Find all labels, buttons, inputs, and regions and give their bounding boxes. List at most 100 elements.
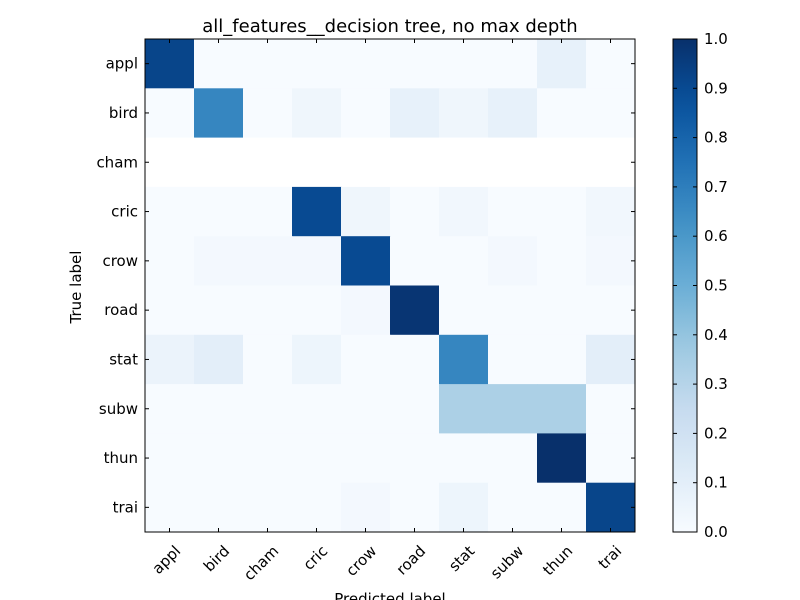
x-tick-label: trai (595, 542, 626, 573)
y-tick-label: bird (109, 104, 138, 122)
heatmap-cell (537, 334, 587, 385)
heatmap-cell (537, 433, 587, 484)
heatmap-cell (292, 137, 342, 188)
heatmap-cell (145, 137, 195, 188)
heatmap-cell (586, 88, 636, 139)
heatmap-cell (341, 186, 391, 237)
y-tick-label: stat (109, 350, 138, 368)
heatmap-cell (390, 39, 440, 89)
heatmap-cell (194, 236, 244, 286)
colorbar-tick-label: 0.3 (704, 375, 728, 393)
heatmap-cell (586, 236, 636, 286)
heatmap-cell (390, 433, 440, 484)
heatmap-cell (145, 285, 195, 336)
heatmap-cell (488, 39, 538, 89)
heatmap-cell (537, 285, 587, 336)
heatmap-cell (439, 88, 489, 139)
heatmap-cell (145, 39, 195, 89)
heatmap-cell (586, 482, 636, 533)
heatmap-cell (292, 236, 342, 286)
heatmap-cell (194, 88, 244, 139)
x-tick-label: subw (487, 542, 527, 582)
heatmap-cell (243, 137, 293, 188)
heatmap-cell (537, 186, 587, 237)
heatmap-cell (145, 334, 195, 385)
heatmap-cell (390, 384, 440, 434)
colorbar-tick-label: 0.4 (704, 326, 728, 344)
heatmap-cell (194, 384, 244, 434)
heatmap-cell (194, 39, 244, 89)
x-tick-label: crow (342, 542, 380, 580)
y-axis-label: True label (67, 251, 85, 325)
heatmap-cell (145, 384, 195, 434)
heatmap-cell (586, 384, 636, 434)
heatmap-cell (145, 482, 195, 533)
heatmap-cell (439, 186, 489, 237)
heatmap-cell (243, 88, 293, 139)
heatmap-cell (243, 39, 293, 89)
heatmap-cell (243, 334, 293, 385)
heatmap-cell (390, 236, 440, 286)
heatmap-cell (194, 186, 244, 237)
heatmap-cell (488, 88, 538, 139)
heatmap-cell (292, 482, 342, 533)
heatmap-cell (341, 482, 391, 533)
heatmap-cell (439, 137, 489, 188)
heatmap-cell (243, 433, 293, 484)
colorbar-tick-label: 0.6 (704, 227, 728, 245)
x-tick-label: cric (300, 542, 332, 574)
heatmap-cell (341, 384, 391, 434)
heatmap-cell (439, 433, 489, 484)
heatmap-cell (341, 39, 391, 89)
y-axis-ticks: appl bird cham cric crow road stat subw thun trai (96, 55, 635, 516)
heatmap-cell (341, 88, 391, 139)
colorbar-tick-label: 0.5 (704, 277, 728, 295)
y-tick-label: appl (106, 55, 138, 73)
heatmap-cell (194, 433, 244, 484)
heatmap-cell (292, 88, 342, 139)
colorbar-tick-label: 0.2 (704, 424, 728, 442)
heatmap-cell (390, 186, 440, 237)
x-tick-label: road (393, 542, 430, 579)
heatmap-cell (439, 334, 489, 385)
heatmap-cell (537, 384, 587, 434)
heatmap-cell (586, 285, 636, 336)
heatmap-cell (341, 285, 391, 336)
y-tick-label: cham (96, 153, 138, 171)
colorbar: 0.0 0.1 0.2 0.3 0.4 0.5 0.6 0.7 0.8 0.9 1.0 (672, 30, 728, 541)
heatmap-cell (488, 137, 538, 188)
x-axis-label: Predicted label (334, 590, 445, 600)
heatmap-cell (537, 39, 587, 89)
heatmap-cell (243, 482, 293, 533)
heatmap-cell (243, 236, 293, 286)
heatmap-cell (488, 236, 538, 286)
heatmap-cell (341, 334, 391, 385)
heatmap-cell (390, 334, 440, 385)
heatmap-cell (390, 137, 440, 188)
heatmap-cell (341, 236, 391, 286)
heatmap-cell (488, 384, 538, 434)
colorbar-tick-label: 0.8 (704, 129, 728, 147)
heatmap-cell (292, 39, 342, 89)
heatmap-cell (488, 186, 538, 237)
x-tick-label: bird (200, 542, 233, 575)
heatmap-cell (537, 137, 587, 188)
colorbar-tick-label: 0.7 (704, 178, 728, 196)
x-tick-label: appl (149, 542, 185, 578)
y-tick-label: thun (104, 449, 138, 467)
heatmap-cell (488, 433, 538, 484)
heatmap-cell (488, 285, 538, 336)
heatmap-cell (586, 433, 636, 484)
x-tick-label: thun (539, 542, 576, 579)
heatmap-cell (145, 186, 195, 237)
heatmap-cell (194, 137, 244, 188)
heatmap-cells (145, 39, 636, 533)
heatmap-cell (341, 137, 391, 188)
heatmap-cell (145, 236, 195, 286)
heatmap-cell (243, 186, 293, 237)
heatmap-cell (341, 433, 391, 484)
heatmap-cell (439, 285, 489, 336)
heatmap-cell (292, 433, 342, 484)
heatmap-cell (439, 236, 489, 286)
y-tick-label: crow (102, 252, 138, 270)
